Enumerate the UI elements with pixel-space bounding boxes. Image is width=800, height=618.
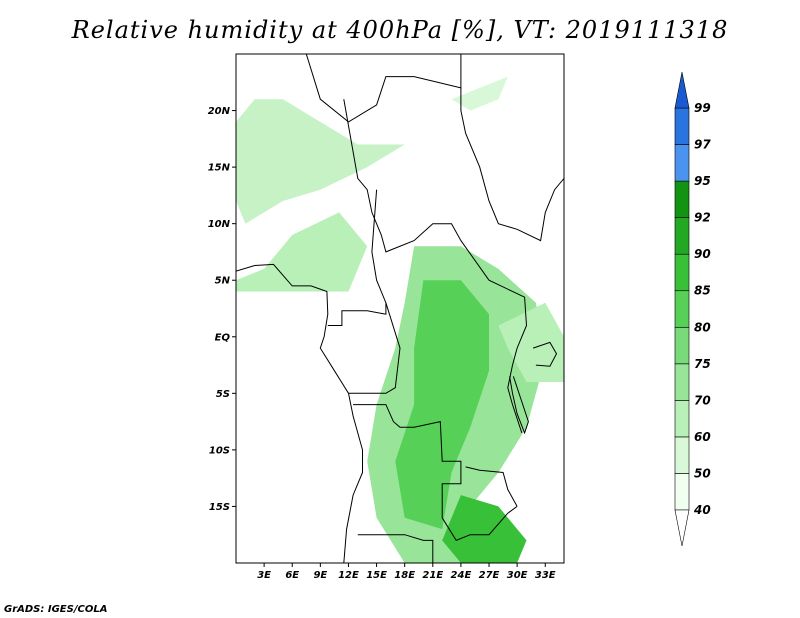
- border-border-g: [357, 534, 434, 563]
- colorbar-segment: [674, 107, 690, 145]
- colorbar-label: 97: [694, 138, 711, 152]
- humidity-fill-layer: [236, 76, 564, 563]
- colorbar-segment: [674, 326, 690, 365]
- humidity-region-central-core: [395, 280, 489, 530]
- colorbar: 40 50 60 70 75 80 85 90 92 95 97 99: [674, 71, 711, 547]
- lon-tick-label: 33E: [535, 570, 556, 581]
- lon-tick-label: 18E: [394, 570, 415, 581]
- country-border-layer: [236, 54, 564, 563]
- humidity-region-south-core: [442, 495, 527, 563]
- colorbar-segment: [674, 436, 690, 474]
- lat-tick-label: 5S: [216, 389, 230, 400]
- lat-tick-label: EQ: [215, 332, 231, 343]
- colorbar-segment: [674, 363, 690, 401]
- colorbar-label: 99: [694, 101, 711, 115]
- lat-tick-label: 10S: [209, 445, 230, 456]
- colorbar-segment: [674, 473, 690, 511]
- humidity-region-sahel-band: [236, 99, 405, 224]
- border-lake-tanganyika: [509, 376, 529, 435]
- border-border-d: [348, 302, 401, 394]
- lat-tick-label: 20N: [208, 106, 231, 117]
- latitude-axis: 20N 15N 10N 5N EQ 5S 10S 15S: [208, 106, 236, 513]
- lat-tick-label: 15S: [209, 502, 230, 513]
- border-border-c: [327, 189, 387, 326]
- colorbar-label: 40: [693, 503, 711, 517]
- colorbar-label: 90: [694, 247, 711, 261]
- lon-tick-label: 6E: [285, 570, 299, 581]
- colorbar-label: 95: [694, 174, 711, 188]
- border-coastline: [236, 263, 363, 563]
- colorbar-segment: [674, 400, 690, 438]
- humidity-region-east-lakes: [498, 302, 564, 382]
- border-border-f: [465, 466, 518, 507]
- longitude-axis: 3E 6E 9E 12E 15E 18E 21E 24E 27E 30E 33E: [257, 563, 556, 581]
- colorbar-segment: [674, 217, 690, 255]
- lon-tick-label: 15E: [366, 570, 387, 581]
- colorbar-segment: [674, 290, 690, 328]
- humidity-region-north-strip: [451, 76, 508, 111]
- colorbar-label: 60: [694, 430, 711, 444]
- lon-tick-label: 3E: [257, 570, 271, 581]
- lon-tick-label: 12E: [338, 570, 359, 581]
- colorbar-label: 92: [694, 211, 711, 225]
- lon-tick-label: 27E: [479, 570, 500, 581]
- colorbar-label: 85: [694, 284, 711, 298]
- lon-tick-label: 21E: [422, 570, 443, 581]
- border-border-e: [353, 404, 518, 542]
- colorbar-label: 70: [694, 393, 711, 407]
- colorbar-bottom-arrow: [674, 509, 690, 547]
- border-border-h: [460, 87, 564, 242]
- border-lake-victoria: [532, 341, 558, 367]
- colorbar-label: 80: [694, 320, 711, 334]
- colorbar-segment: [674, 180, 690, 218]
- map-frame: [235, 53, 565, 564]
- colorbar-label: 50: [694, 466, 711, 480]
- colorbar-segment: [674, 144, 690, 182]
- lon-tick-label: 9E: [313, 570, 327, 581]
- lon-tick-label: 24E: [451, 570, 472, 581]
- colorbar-label: 75: [694, 357, 711, 371]
- lat-tick-label: 5N: [215, 276, 231, 287]
- colorbar-segment: [674, 253, 690, 292]
- lat-tick-label: 10N: [208, 219, 231, 230]
- lon-tick-label: 30E: [507, 570, 528, 581]
- border-border-a: [305, 54, 462, 123]
- lat-tick-label: 15N: [208, 163, 231, 174]
- grads-credit: GrADS: IGES/COLA: [4, 604, 108, 615]
- colorbar-top-arrow: [674, 71, 690, 109]
- border-border-b: [343, 99, 528, 434]
- map-title: Relative humidity at 400hPa [%], VT: 201…: [71, 16, 729, 44]
- humidity-region-west-guinea: [236, 212, 368, 292]
